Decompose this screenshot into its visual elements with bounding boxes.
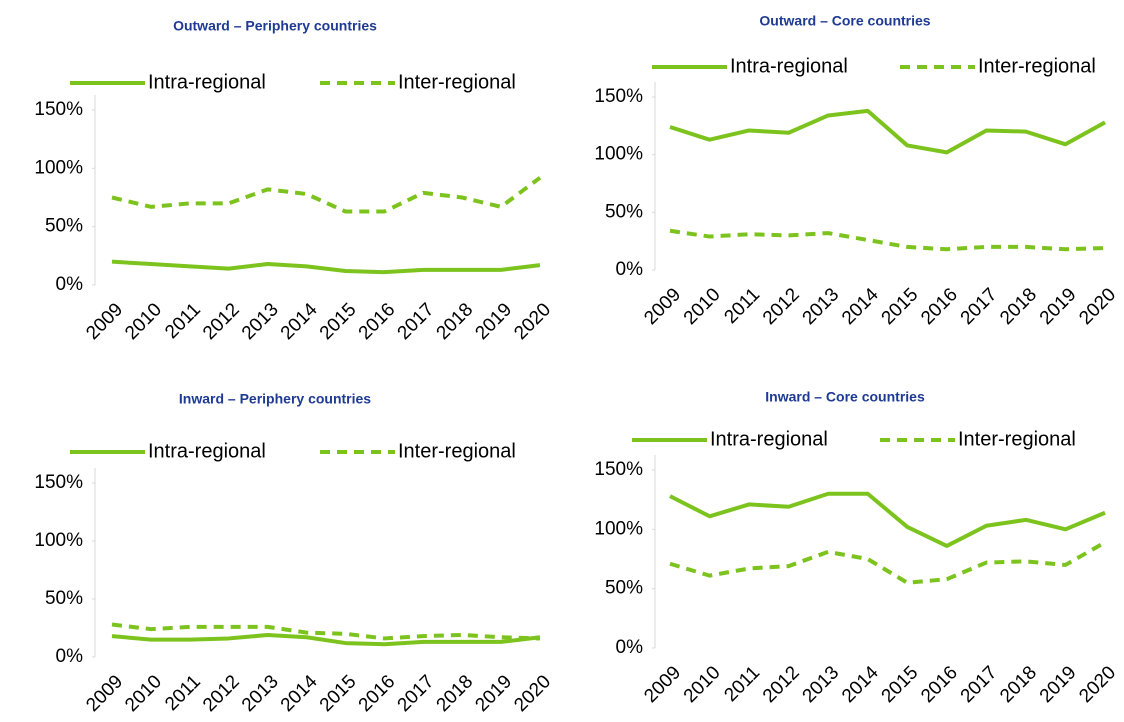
x-tick-label: 2014	[277, 299, 322, 344]
y-tick-label: 150%	[594, 86, 643, 107]
x-tick-label: 2011	[720, 284, 764, 328]
x-tick-label: 2019	[471, 671, 516, 716]
x-tick-label: 2019	[1036, 662, 1081, 707]
chart-title: Outward – Core countries	[759, 13, 930, 29]
x-tick-label: 2010	[680, 284, 725, 329]
x-tick-label: 2011	[161, 671, 205, 715]
legend-label: Inter-regional	[398, 71, 516, 93]
x-tick-label: 2009	[82, 671, 127, 716]
y-tick-label: 100%	[594, 518, 643, 539]
x-tick-label: 2009	[640, 284, 685, 329]
chart-title: Outward – Periphery countries	[173, 18, 377, 34]
data-line	[669, 228, 1106, 252]
x-tick-label: 2011	[720, 662, 764, 706]
y-tick-label: 50%	[605, 578, 643, 599]
y-tick-label: 0%	[56, 274, 84, 295]
x-tick-label: 2014	[277, 671, 322, 716]
y-tick-label: 0%	[616, 637, 644, 658]
y-tick-label: 50%	[45, 216, 83, 237]
x-tick-label: 2018	[433, 671, 478, 716]
x-tick-label: 2013	[238, 299, 283, 344]
y-tick-label: 50%	[45, 588, 83, 609]
x-tick-label: 2020	[510, 671, 555, 716]
y-tick-label: 100%	[34, 157, 83, 178]
x-tick-label: 2018	[996, 662, 1041, 707]
x-tick-label: 2016	[917, 662, 962, 707]
x-tick-label: 2014	[838, 284, 883, 329]
data-line	[669, 108, 1106, 155]
x-tick-label: 2020	[1075, 284, 1120, 329]
x-tick-label: 2016	[917, 284, 962, 329]
legend-label: Inter-regional	[958, 428, 1076, 450]
legend-label: Intra-regional	[710, 428, 828, 450]
data-line	[669, 540, 1106, 585]
x-tick-label: 2012	[199, 299, 244, 344]
x-tick-label: 2011	[161, 299, 205, 343]
legend-label: Intra-regional	[148, 440, 266, 462]
x-tick-label: 2020	[1075, 662, 1120, 707]
y-tick-label: 100%	[594, 144, 643, 165]
x-tick-label: 2013	[799, 284, 844, 329]
y-tick-label: 150%	[34, 99, 83, 120]
x-tick-label: 2009	[640, 662, 685, 707]
x-tick-label: 2018	[996, 284, 1041, 329]
x-tick-label: 2017	[957, 662, 1002, 707]
x-tick-label: 2016	[355, 671, 400, 716]
data-line	[111, 259, 541, 275]
y-tick-label: 0%	[56, 646, 84, 667]
y-tick-label: 0%	[616, 259, 644, 280]
x-tick-label: 2018	[433, 299, 478, 344]
y-tick-label: 50%	[605, 201, 643, 222]
data-line	[669, 491, 1106, 548]
x-tick-label: 2012	[759, 662, 804, 707]
x-tick-label: 2017	[394, 671, 439, 716]
x-tick-label: 2015	[878, 284, 923, 329]
x-tick-label: 2009	[82, 299, 127, 344]
x-tick-label: 2019	[471, 299, 516, 344]
data-line	[111, 176, 542, 214]
x-tick-label: 2012	[199, 671, 244, 716]
legend-label: Intra-regional	[148, 71, 266, 93]
x-tick-label: 2019	[1036, 284, 1081, 329]
x-tick-label: 2017	[394, 299, 439, 344]
chart-title: Inward – Core countries	[765, 389, 925, 405]
data-line	[111, 622, 541, 641]
x-tick-label: 2014	[838, 662, 883, 707]
x-tick-label: 2013	[238, 671, 283, 716]
legend-label: Intra-regional	[730, 55, 848, 77]
legend-label: Inter-regional	[398, 440, 516, 462]
x-tick-label: 2010	[121, 299, 166, 344]
x-tick-label: 2010	[121, 671, 166, 716]
x-tick-label: 2013	[799, 662, 844, 707]
x-tick-label: 2017	[957, 284, 1002, 329]
chart-title: Inward – Periphery countries	[179, 391, 371, 407]
x-tick-label: 2010	[680, 662, 725, 707]
x-tick-label: 2015	[878, 662, 923, 707]
x-tick-label: 2012	[759, 284, 804, 329]
legend-label: Inter-regional	[978, 55, 1096, 77]
data-line	[111, 632, 541, 647]
x-tick-label: 2015	[316, 671, 361, 716]
x-tick-label: 2020	[510, 299, 555, 344]
y-tick-label: 150%	[594, 459, 643, 480]
y-tick-label: 100%	[34, 530, 83, 551]
x-tick-label: 2016	[355, 299, 400, 344]
y-tick-label: 150%	[34, 472, 83, 493]
x-tick-label: 2015	[316, 299, 361, 344]
